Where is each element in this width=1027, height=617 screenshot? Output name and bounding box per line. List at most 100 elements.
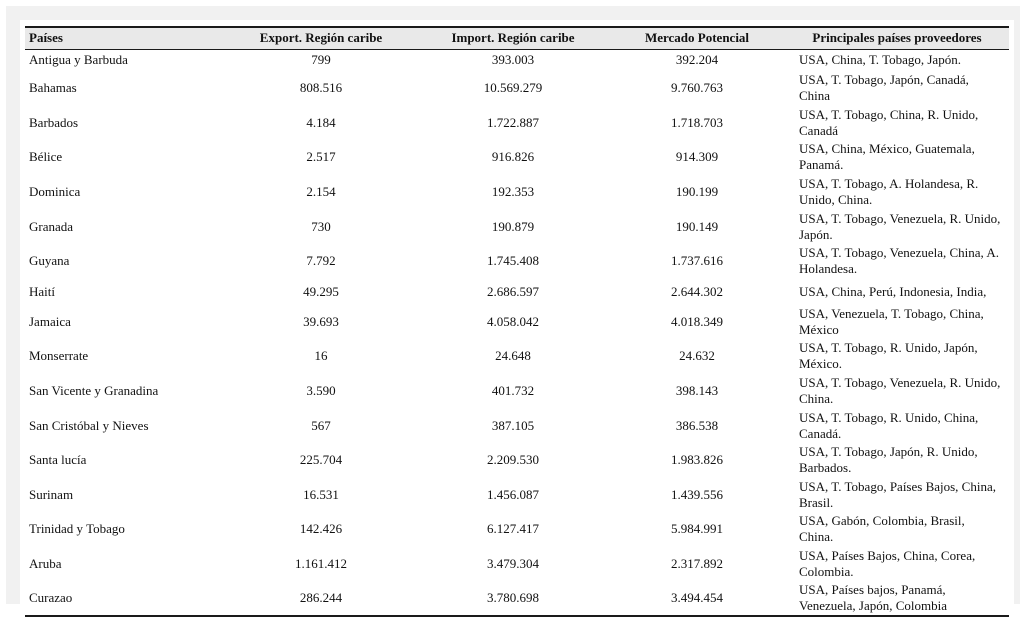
cell-market: 4.018.349 xyxy=(671,313,723,329)
cell-market: 386.538 xyxy=(675,417,719,433)
cell-market: 24.632 xyxy=(679,348,715,364)
header-export: Export. Región caribe xyxy=(225,26,417,50)
cell-import: 190.879 xyxy=(491,218,535,234)
cell-providers: USA, T. Tobago, R. Unido, Japón, México. xyxy=(799,340,978,372)
cell-providers: USA, T. Tobago, Venezuela, R. Unido, Jap… xyxy=(799,210,1001,242)
table-row: Dominica 2.154 192.353 190.199 USA, T. Tobag… xyxy=(25,175,1009,210)
cell-country: Dominica xyxy=(29,184,81,200)
table-row: Guyana 7.792 1.745.408 1.737.616 USA, T. Tob… xyxy=(25,244,1009,279)
cell-import: 2.209.530 xyxy=(487,452,539,468)
caribbean-trade-table: Países Export. Región caribe Import. Reg… xyxy=(25,26,1009,617)
header-import: Import. Región caribe xyxy=(417,26,609,50)
cell-providers: USA, T. Tobago, Países Bajos, China, Bra… xyxy=(799,478,996,510)
cell-export: 225.704 xyxy=(299,452,343,468)
cell-country: San Vicente y Granadina xyxy=(29,383,159,399)
cell-import: 24.648 xyxy=(495,348,531,364)
table-row: Barbados 4.184 1.722.887 1.718.703 USA, T. T… xyxy=(25,106,1009,141)
cell-providers: USA, T. Tobago, China, R. Unido, Canadá xyxy=(799,106,979,138)
table-row: Surinam 16.531 1.456.087 1.439.556 USA, T. T… xyxy=(25,478,1009,513)
cell-export: 39.693 xyxy=(303,313,339,329)
cell-country: Trinidad y Tobago xyxy=(29,521,125,537)
table-row: Antigua y Barbuda 799 393.003 392.204 USA, C… xyxy=(25,49,1009,71)
cell-providers: USA, T. Tobago, Japón, R. Unido, Barbado… xyxy=(799,444,978,476)
cell-export: 808.516 xyxy=(299,80,343,96)
cell-market: 1.718.703 xyxy=(671,114,723,130)
cell-market: 5.984.991 xyxy=(671,521,723,537)
cell-country: Bahamas xyxy=(29,80,77,96)
cell-import: 192.353 xyxy=(491,184,535,200)
cell-providers: USA, China, T. Tobago, Japón. xyxy=(799,52,961,68)
cell-import: 1.745.408 xyxy=(487,253,539,269)
table-header: Países Export. Región caribe Import. Reg… xyxy=(25,26,1009,50)
cell-export: 4.184 xyxy=(306,114,336,130)
table-row: Monserrate 16 24.648 24.632 USA, T. Tobago, … xyxy=(25,339,1009,374)
cell-country: Jamaica xyxy=(29,313,71,329)
cell-export: 730 xyxy=(311,218,331,234)
cell-country: Aruba xyxy=(29,556,62,572)
table-row: Trinidad y Tobago 142.426 6.127.417 5.984.9… xyxy=(25,512,1009,547)
cell-import: 2.686.597 xyxy=(487,283,539,299)
cell-providers: USA, Países Bajos, China, Corea, Colombi… xyxy=(799,548,976,580)
table-row: Santa lucía 225.704 2.209.530 1.983.826 USA,… xyxy=(25,443,1009,478)
cell-country: Surinam xyxy=(29,486,74,502)
cell-export: 3.590 xyxy=(306,383,336,399)
cell-export: 142.426 xyxy=(299,521,343,537)
document-frame: Países Export. Región caribe Import. Reg… xyxy=(6,6,1020,617)
cell-providers: USA, T. Tobago, R. Unido, China, Canadá. xyxy=(799,409,979,441)
cell-market: 1.983.826 xyxy=(671,452,723,468)
cell-providers: USA, T. Tobago, Venezuela, R. Unido, Chi… xyxy=(799,375,1001,407)
cell-export: 567 xyxy=(311,417,331,433)
cell-market: 190.199 xyxy=(675,184,719,200)
cell-country: Guyana xyxy=(29,253,70,269)
header-row: Países Export. Región caribe Import. Reg… xyxy=(25,26,1009,50)
cell-providers: USA, T. Tobago, Japón, Canadá, China xyxy=(799,72,969,104)
cell-providers: USA, Gabón, Colombia, Brasil, China. xyxy=(799,513,965,545)
cell-market: 2.644.302 xyxy=(671,283,723,299)
cell-market: 1.439.556 xyxy=(671,486,723,502)
cell-market: 1.737.616 xyxy=(671,253,723,269)
document-page: Países Export. Región caribe Import. Reg… xyxy=(20,20,1014,617)
cell-import: 3.479.304 xyxy=(487,556,539,572)
table-row: Curazao 286.244 3.780.698 3.494.454 USA, Paí… xyxy=(25,581,1009,617)
cell-import: 4.058.042 xyxy=(487,313,539,329)
cell-import: 6.127.417 xyxy=(487,521,539,537)
cell-providers: USA, China, Perú, Indonesia, India, xyxy=(799,283,987,299)
cell-providers: USA, Países bajos, Panamá, Venezuela, Ja… xyxy=(785,581,1009,617)
table-row: San Vicente y Granadina 3.590 401.732 398.1… xyxy=(25,374,1009,409)
cell-providers: USA, T. Tobago, Venezuela, China, A. Hol… xyxy=(799,245,999,277)
table-row: Aruba 1.161.412 3.479.304 2.317.892 USA, Paí… xyxy=(25,547,1009,582)
cell-import: 916.826 xyxy=(491,149,535,165)
cell-export: 2.154 xyxy=(306,184,336,200)
cell-market: 398.143 xyxy=(675,383,719,399)
header-providers: Principales países proveedores xyxy=(785,26,1009,50)
cell-export: 1.161.412 xyxy=(295,556,347,572)
cell-country: San Cristóbal y Nieves xyxy=(29,417,149,433)
cell-providers: USA, China, México, Guatemala, Panamá. xyxy=(799,141,975,173)
cell-export: 16.531 xyxy=(303,486,339,502)
cell-export: 16 xyxy=(314,348,328,364)
cell-import: 1.722.887 xyxy=(487,114,539,130)
table-row: Bahamas 808.516 10.569.279 9.760.763 USA, T.… xyxy=(25,71,1009,106)
header-countries: Países xyxy=(25,26,225,50)
cell-providers: USA, T. Tobago, A. Holandesa, R. Unido, … xyxy=(799,176,979,208)
cell-country: Antigua y Barbuda xyxy=(29,52,128,68)
cell-market: 190.149 xyxy=(675,218,719,234)
cell-country: Granada xyxy=(29,218,74,234)
cell-country: Bélice xyxy=(29,149,63,165)
cell-export: 2.517 xyxy=(306,149,336,165)
table-row: Granada 730 190.879 190.149 USA, T. Tobago, … xyxy=(25,209,1009,244)
cell-market: 2.317.892 xyxy=(671,556,723,572)
cell-import: 10.569.279 xyxy=(483,80,543,96)
cell-country: Monserrate xyxy=(29,348,89,364)
cell-market: 914.309 xyxy=(675,149,719,165)
cell-providers: USA, Venezuela, T. Tobago, China, México xyxy=(799,305,984,337)
cell-export: 799 xyxy=(311,52,331,68)
cell-import: 393.003 xyxy=(491,52,535,68)
cell-export: 286.244 xyxy=(225,581,417,617)
cell-country: Barbados xyxy=(29,114,79,130)
cell-import: 3.780.698 xyxy=(417,581,609,617)
cell-market: 3.494.454 xyxy=(609,581,785,617)
table-row: Haití 49.295 2.686.597 2.644.302 USA, China,… xyxy=(25,279,1009,305)
cell-market: 392.204 xyxy=(675,52,719,68)
cell-country: Santa lucía xyxy=(29,452,87,468)
